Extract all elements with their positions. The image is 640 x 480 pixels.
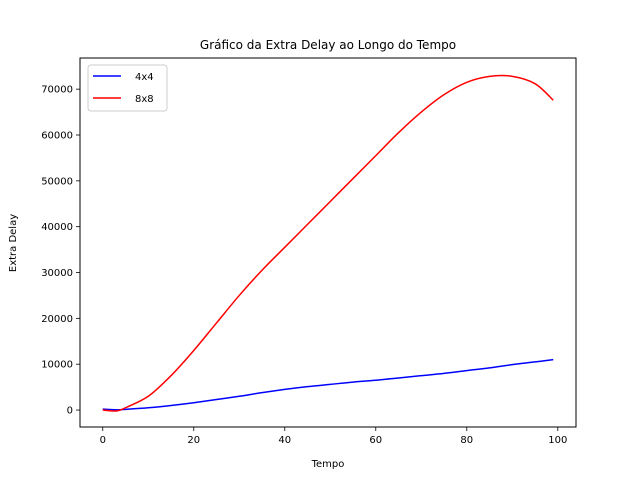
legend-label-4x4: 4x4: [135, 72, 154, 83]
y-tick-label: 10000: [41, 360, 73, 371]
x-tick-label: 80: [460, 435, 473, 446]
x-tick-label: 60: [369, 435, 382, 446]
y-tick-label: 0: [67, 406, 73, 417]
legend-box: [87, 64, 168, 112]
legend: 4x4 8x8: [87, 64, 168, 112]
y-tick-label: 50000: [41, 176, 73, 187]
series-layer: [102, 74, 554, 412]
plot-frame: [79, 57, 577, 428]
y-tick-label: 30000: [41, 268, 73, 279]
plot-area: [79, 57, 577, 428]
x-tick-label: 0: [100, 435, 106, 446]
y-tick-label: 70000: [41, 85, 73, 96]
series-line-8x8: [102, 74, 554, 412]
x-tick-label: 40: [278, 435, 291, 446]
x-axis: 0 20 40 60 80 100: [100, 427, 567, 446]
x-tick-label: 100: [548, 435, 567, 446]
legend-label-8x8: 8x8: [135, 94, 154, 105]
series-line-4x4: [102, 358, 554, 411]
x-axis-label: Tempo: [311, 459, 345, 470]
y-axis: 0 10000 20000 30000 40000 50000 60000 70000: [41, 85, 80, 417]
y-tick-label: 40000: [41, 222, 73, 233]
chart-title: Gráfico da Extra Delay ao Longo do Tempo: [200, 38, 456, 52]
x-tick-label: 20: [187, 435, 200, 446]
y-axis-label: Extra Delay: [8, 214, 19, 272]
y-tick-label: 20000: [41, 314, 73, 325]
y-tick-label: 60000: [41, 131, 73, 142]
